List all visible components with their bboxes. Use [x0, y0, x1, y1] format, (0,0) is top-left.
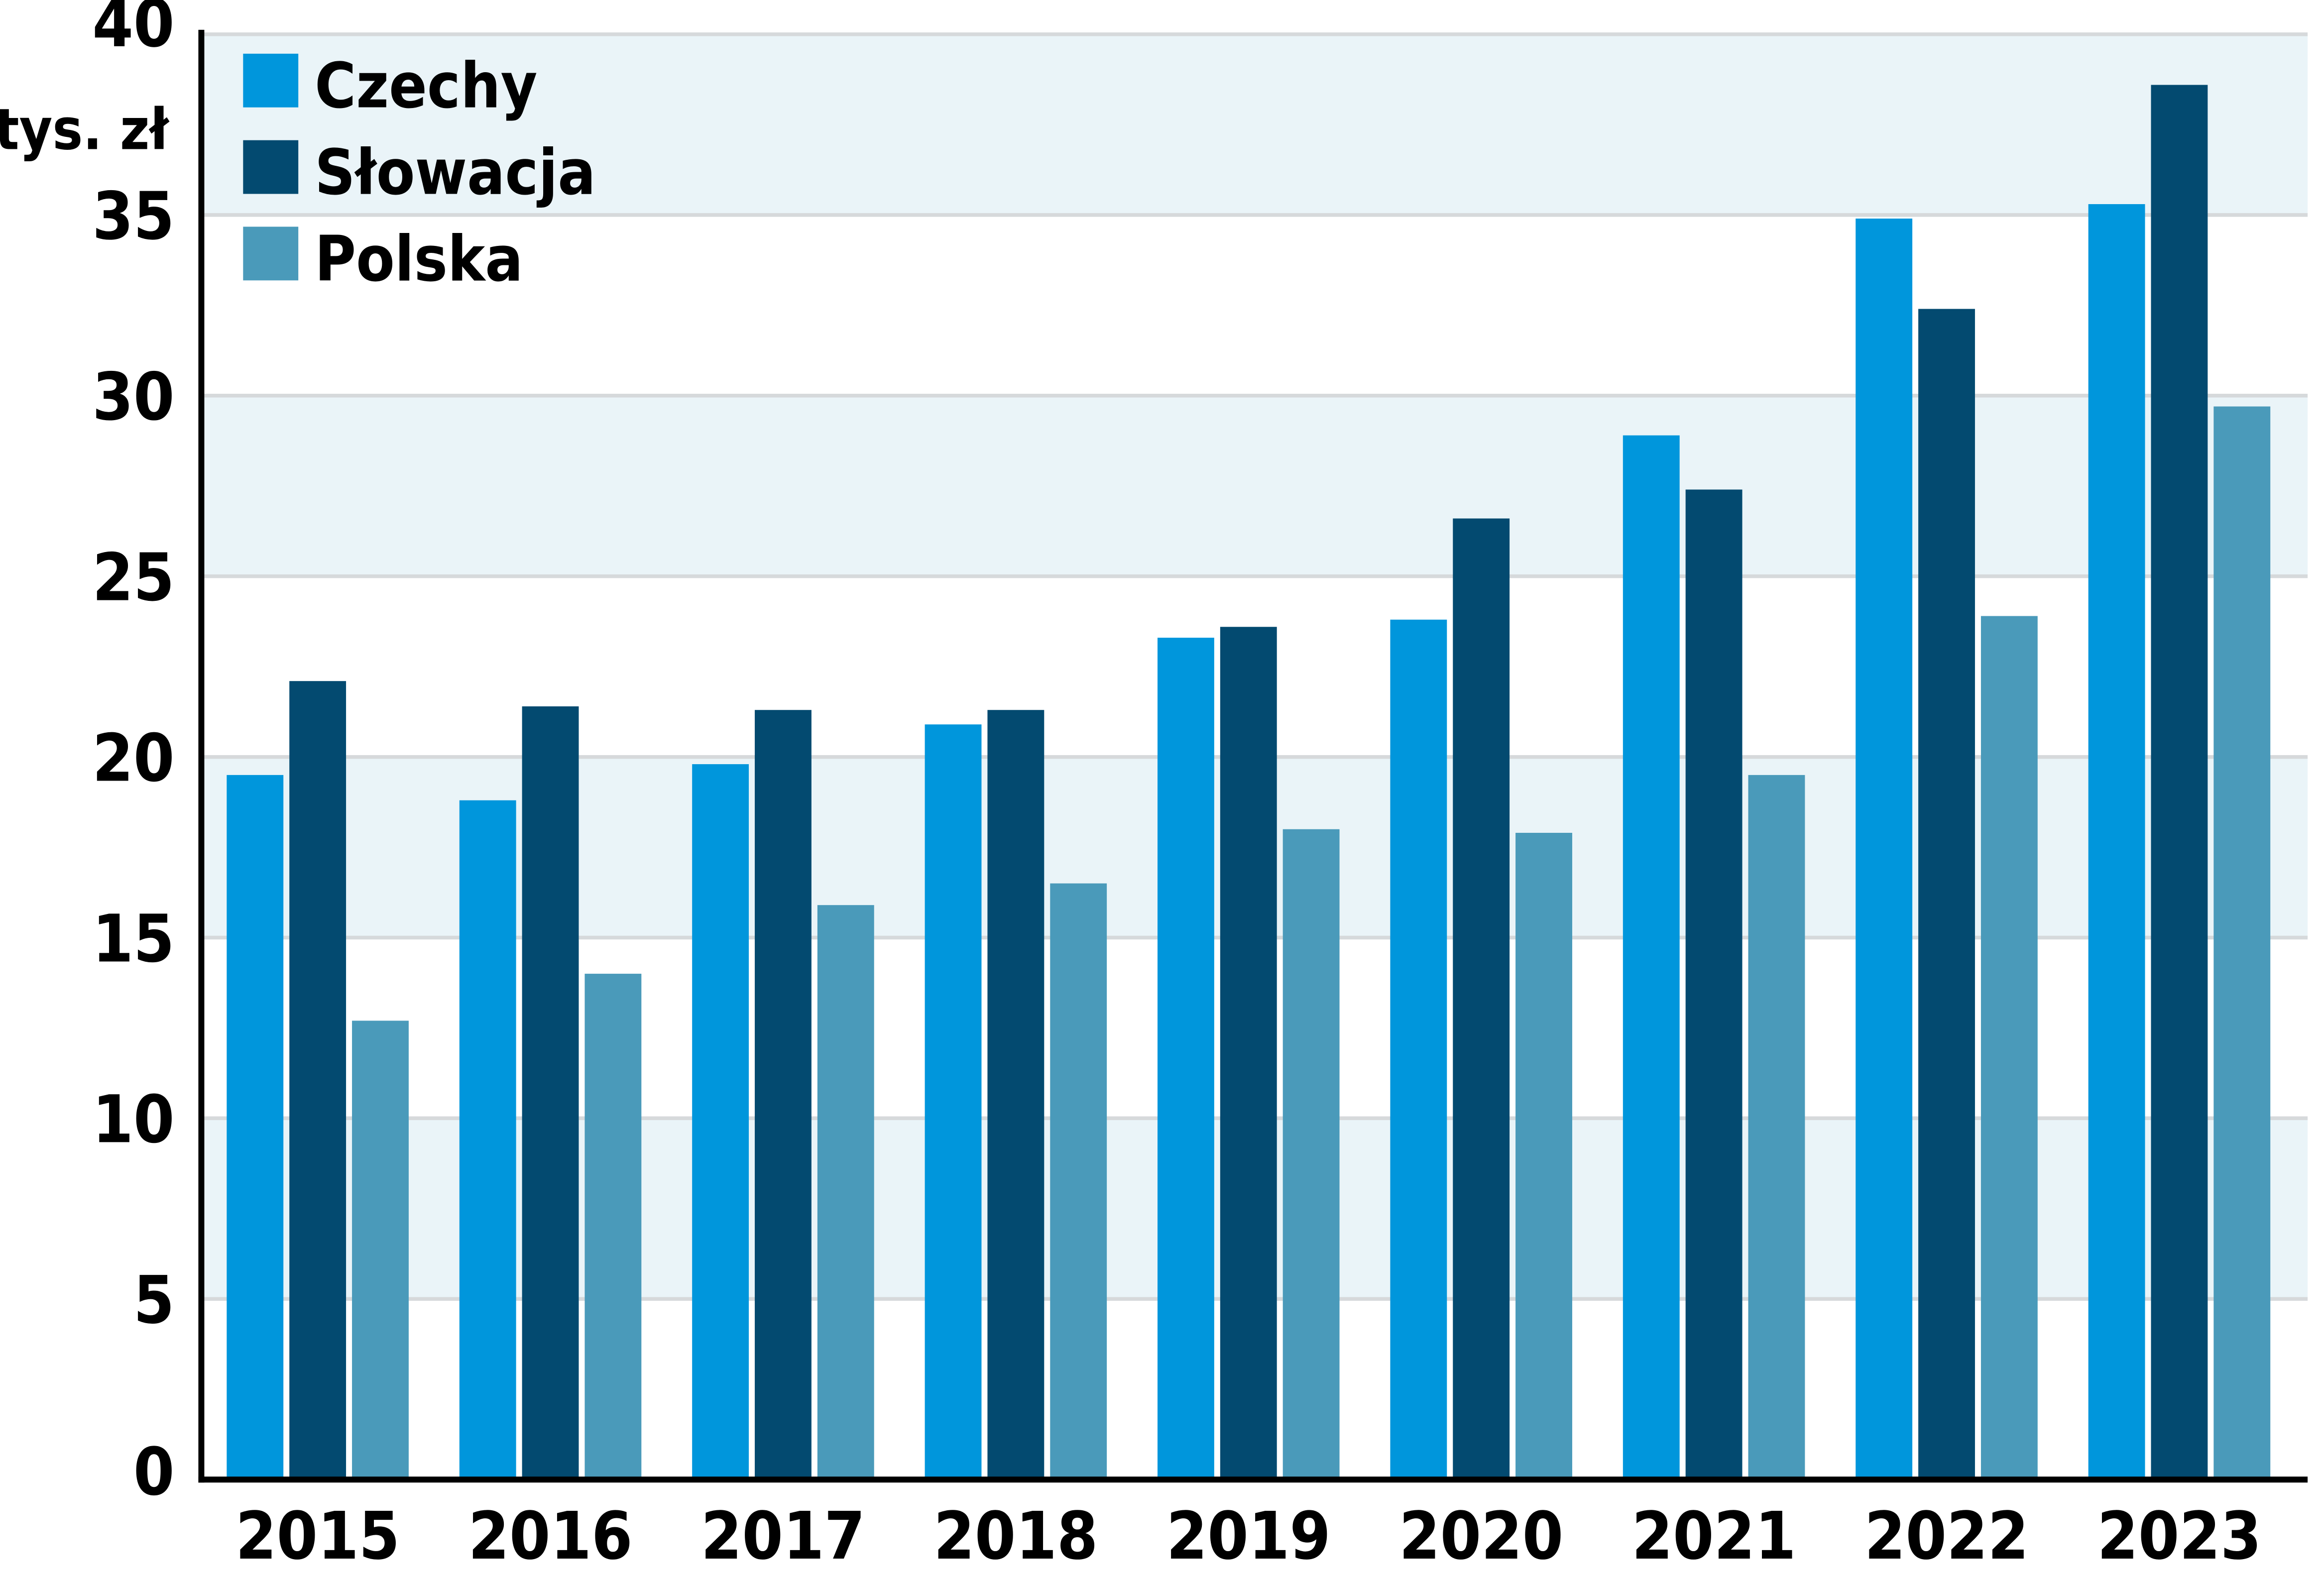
x-tick-label: 2020: [1399, 1498, 1563, 1575]
legend-swatch-czechy: [243, 53, 299, 108]
legend-label: Polska: [315, 222, 523, 295]
bar-czechy-2019: [1158, 638, 1214, 1480]
background-band: [204, 395, 2308, 576]
x-tick-label: 2015: [235, 1498, 400, 1575]
y-tick-label: 15: [92, 901, 174, 977]
bar-polska-2023: [2213, 406, 2271, 1480]
bar-słowacja-2019: [1220, 627, 1277, 1480]
bar-słowacja-2020: [1453, 518, 1510, 1480]
y-tick-label: 0: [133, 1434, 175, 1510]
legend-swatch-polska: [243, 226, 299, 281]
bar-słowacja-2015: [289, 681, 347, 1480]
x-tick-label: 2018: [933, 1498, 1098, 1575]
y-tick-label: 5: [133, 1262, 175, 1339]
bar-polska-2015: [352, 1020, 409, 1480]
bar-polska-2022: [1980, 616, 2038, 1480]
bars: [227, 85, 2271, 1480]
bar-polska-2017: [817, 905, 874, 1480]
y-tick-label: 35: [92, 179, 174, 255]
x-tick-label: 2016: [468, 1498, 633, 1575]
bar-czechy-2022: [1856, 219, 1913, 1480]
bar-czechy-2020: [1390, 619, 1447, 1480]
x-tick-label: 2021: [1632, 1498, 1796, 1575]
bar-czechy-2016: [459, 800, 516, 1480]
legend: Czechy Słowacja Polska: [243, 49, 596, 295]
bar-polska-2021: [1748, 775, 1805, 1480]
legend-label: Słowacja: [315, 136, 596, 209]
bar-czechy-2021: [1623, 435, 1680, 1480]
x-tick-label: 2017: [701, 1498, 865, 1575]
x-tick-label: 2019: [1166, 1498, 1331, 1575]
y-tick-label: 10: [92, 1082, 174, 1158]
x-tick-label: 2022: [1864, 1498, 2029, 1575]
background-band: [204, 34, 2308, 215]
y-tick-labels: 0 5 10 15 20 25 30 35 40: [92, 0, 174, 1510]
x-tick-label: 2023: [2097, 1498, 2261, 1575]
bar-polska-2018: [1050, 883, 1107, 1480]
bar-słowacja-2017: [755, 710, 812, 1480]
bar-słowacja-2022: [1918, 309, 1975, 1480]
bar-czechy-2017: [692, 764, 749, 1480]
bar-polska-2019: [1282, 829, 1340, 1480]
y-tick-label: 30: [92, 359, 174, 436]
bar-polska-2016: [584, 974, 642, 1480]
bar-czechy-2015: [227, 775, 284, 1480]
bar-słowacja-2021: [1685, 489, 1743, 1480]
bar-czechy-2018: [925, 724, 982, 1480]
bar-polska-2020: [1515, 833, 1572, 1480]
legend-label: Czechy: [315, 49, 537, 122]
x-tick-labels: 2015 2016 2017 2018 2019 2020 2021 2022 2023: [235, 1498, 2261, 1575]
bar-słowacja-2018: [987, 710, 1045, 1480]
bar-czechy-2023: [2088, 204, 2145, 1480]
y-tick-label: 25: [92, 540, 174, 616]
legend-swatch-słowacja: [243, 140, 299, 194]
y-tick-label: 20: [92, 721, 174, 797]
y-axis-unit-label: tys. zł: [0, 97, 170, 163]
bar-słowacja-2023: [2151, 85, 2208, 1480]
y-tick-label: 40: [92, 0, 174, 62]
bar-słowacja-2016: [522, 706, 579, 1480]
